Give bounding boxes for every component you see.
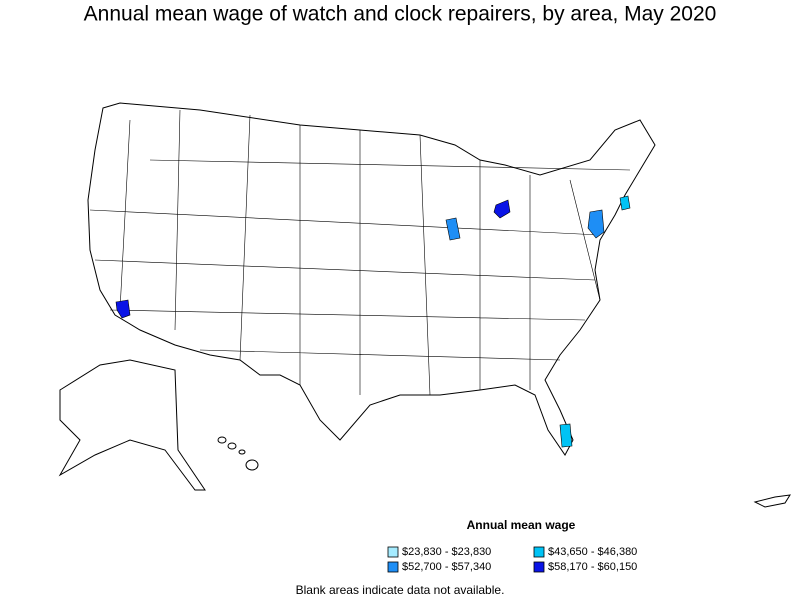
area xyxy=(559,423,573,448)
legend: $23,830 - $23,830 $43,650 - $46,380 $52,70… xyxy=(387,546,637,573)
legend-swatch xyxy=(533,561,545,573)
map xyxy=(58,102,791,508)
title: Annual mean wage of watch and clock repa… xyxy=(84,3,717,26)
legend-label: $23,830 - $23,830 xyxy=(402,546,491,558)
legend-label: $52,700 - $57,340 xyxy=(402,561,491,573)
legend-label: $43,650 - $46,380 xyxy=(548,546,637,558)
area-borders xyxy=(89,109,631,396)
legend-swatch xyxy=(387,546,399,558)
us-mainland xyxy=(87,102,656,456)
area xyxy=(445,217,461,241)
puerto-rico xyxy=(753,494,791,508)
footnote: Blank areas indicate data not available. xyxy=(296,583,505,597)
area xyxy=(587,209,605,239)
legend-label: $58,170 - $60,150 xyxy=(548,561,637,573)
hawaii xyxy=(217,436,259,471)
alaska xyxy=(58,359,206,491)
area xyxy=(115,299,131,319)
legend-swatch xyxy=(533,546,545,558)
legend-title: Annual mean wage xyxy=(467,518,576,532)
highlighted-areas xyxy=(115,195,631,448)
area xyxy=(619,195,631,211)
legend-swatch xyxy=(387,561,399,573)
area xyxy=(493,199,511,219)
